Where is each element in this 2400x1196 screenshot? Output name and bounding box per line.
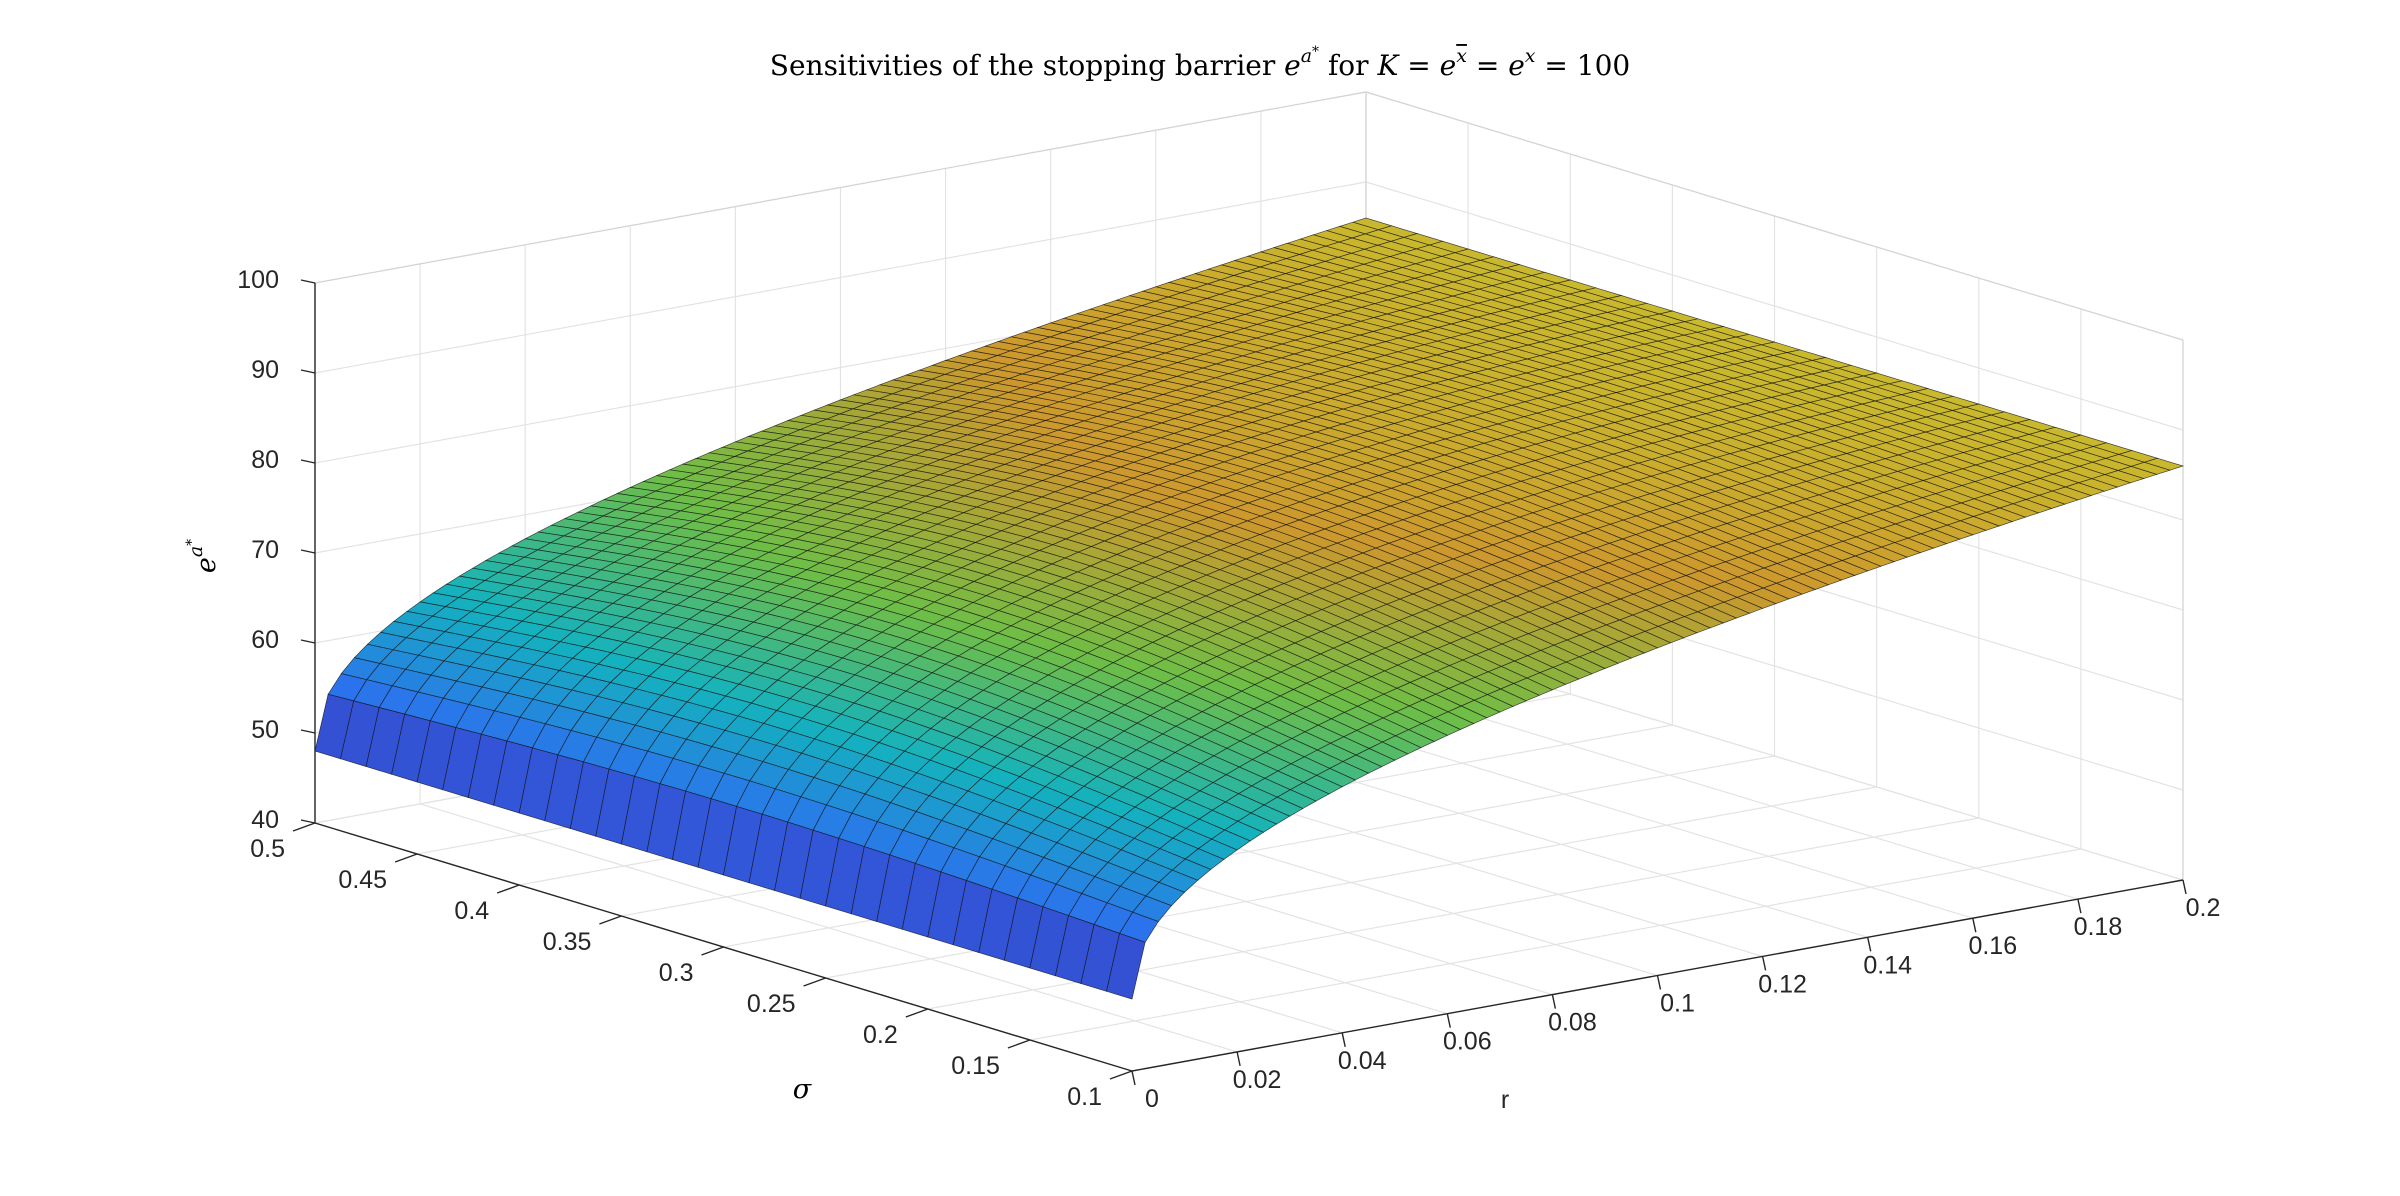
z-tick-label: 40 [251, 806, 279, 834]
box-edge [314, 91, 1367, 284]
x-tick-label: 0.18 [2074, 913, 2123, 941]
x-tick-label: 0.14 [1863, 951, 1912, 979]
surface-cell [1106, 932, 1146, 1000]
y-tick-mark [701, 946, 724, 956]
x-tick-mark [2182, 879, 2187, 895]
x-tick-label: 0.12 [1758, 970, 1807, 998]
x-axis-label: r [1501, 1086, 1509, 1114]
y-tick-label: 0.1 [1067, 1083, 1102, 1111]
z-tick-mark [300, 279, 316, 284]
x-tick-mark [1341, 1032, 1346, 1047]
y-tick-label: 0.2 [863, 1021, 898, 1049]
y-tick-mark [1007, 1039, 1031, 1049]
tick-labels: 0 0.02 0.04 0.06 0.08 0.1 0.12 0.14 0.16 0.18 0.2 0… [237, 266, 2220, 1113]
y-tick-label: 0.4 [454, 897, 489, 925]
y-tick-label: 0.5 [250, 835, 285, 863]
y-tick-mark [496, 884, 520, 894]
y-tick-mark [394, 853, 418, 863]
y-tick-label: 0.25 [747, 990, 796, 1018]
x-tick-mark [1656, 975, 1662, 990]
z-tick-label: 60 [251, 626, 279, 654]
box-edge [1365, 91, 2184, 341]
z-tick-label: 100 [237, 266, 279, 294]
grid-line [1029, 848, 2082, 1041]
x-tick-mark [1972, 918, 1977, 933]
z-tick-label: 50 [251, 716, 279, 744]
surface-mesh [314, 217, 2185, 1000]
y-tick-label: 0.45 [338, 866, 387, 894]
x-tick-label: 0.2 [2186, 894, 2221, 922]
z-tick-mark [300, 549, 316, 554]
z-tick-label: 80 [251, 446, 279, 474]
y-tick-label: 0.15 [951, 1052, 1000, 1080]
x-tick-mark [1446, 1013, 1451, 1028]
x-tick-label: 0.06 [1443, 1028, 1492, 1056]
y-tick-mark [905, 1008, 929, 1018]
z-tick-mark [300, 369, 316, 374]
x-tick-mark [1867, 937, 1872, 952]
x-tick-mark [1551, 994, 1557, 1009]
y-tick-mark [1109, 1070, 1133, 1080]
z-tick-label: 90 [251, 356, 279, 384]
x-tick-label: 0.08 [1548, 1009, 1597, 1037]
x-tick-mark [1236, 1051, 1241, 1067]
x-tick-label: 0.16 [1968, 932, 2017, 960]
axes [292, 279, 2187, 1086]
x-tick-label: 0 [1145, 1085, 1159, 1113]
x-tick-mark [1761, 956, 1767, 971]
z-tick-mark [300, 459, 316, 464]
y-tick-mark [599, 915, 622, 925]
z-tick-label: 70 [251, 536, 279, 564]
x-tick-label: 0.02 [1233, 1066, 1282, 1094]
y-tick-label: 0.3 [659, 959, 694, 987]
chart-title: Sensitivities of the stopping barrier ea… [770, 44, 1630, 82]
x-tick-mark [1131, 1070, 1136, 1086]
y-tick-mark [292, 822, 316, 832]
z-tick-mark [300, 819, 316, 824]
z-axis-label: ea* [184, 539, 222, 573]
y-tick-label: 0.35 [543, 928, 592, 956]
y-tick-mark [803, 977, 826, 987]
x-tick-label: 0.1 [1660, 990, 1695, 1018]
z-tick-mark [300, 639, 316, 644]
z-tick-mark [300, 729, 316, 734]
x-tick-mark [2077, 898, 2082, 914]
x-tick-label: 0.04 [1338, 1047, 1387, 1075]
y-axis-label: σ [793, 1074, 813, 1105]
